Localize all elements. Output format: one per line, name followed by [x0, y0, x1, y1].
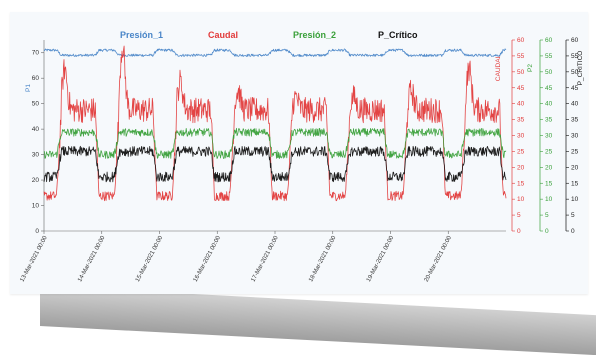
p1-axis: 0 10 20 30 40 50 60 70 P1 [25, 40, 45, 235]
right-axes: 051015202530354045505560CAUDAL0510152025… [495, 37, 584, 235]
right-tick-label: 25 [517, 148, 525, 155]
right-tick-label: 20 [545, 164, 553, 171]
right-tick-label: 40 [517, 101, 525, 108]
p1-tick-label: 70 [32, 50, 40, 57]
right-axis-title: CAUDAL [495, 54, 502, 81]
legend-item: P_Crítico [378, 30, 418, 40]
right-tick-label: 55 [571, 53, 579, 60]
right-tick-label: 0 [545, 228, 549, 235]
chart-legend: Presión_1 Caudal Presión_2 P_Crítico [120, 30, 418, 40]
x-tick-label: 20-Mar-2021 00:00 [424, 235, 454, 283]
right-tick-label: 50 [545, 69, 553, 76]
right-tick-label: 60 [571, 37, 579, 44]
x-tick-label: 16-Mar-2021 00:00 [193, 235, 223, 283]
right-tick-label: 10 [517, 196, 525, 203]
right-tick-label: 40 [545, 101, 553, 108]
right-tick-label: 35 [571, 117, 579, 124]
right-tick-label: 55 [545, 53, 553, 60]
right-tick-label: 60 [545, 37, 553, 44]
right-tick-label: 15 [545, 180, 553, 187]
right-tick-label: 30 [571, 133, 579, 140]
right-tick-label: 45 [517, 85, 525, 92]
right-tick-label: 0 [517, 228, 521, 235]
right-tick-label: 5 [545, 212, 549, 219]
right-axis-title: P2 [527, 64, 534, 72]
p1-tick-label: 50 [32, 101, 40, 108]
right-tick-label: 30 [517, 133, 525, 140]
x-tick-label: 15-Mar-2021 00:00 [135, 235, 165, 283]
x-tick-label: 19-Mar-2021 00:00 [366, 235, 396, 283]
right-tick-label: 15 [517, 180, 525, 187]
right-tick-label: 45 [545, 85, 553, 92]
right-tick-label: 60 [517, 37, 525, 44]
right-tick-label: 0 [571, 228, 575, 235]
legend-item: Presión_2 [293, 30, 336, 40]
right-axis-title: P_CRITICO [577, 51, 584, 86]
x-axis: 13-Mar-2021 00:00 14-Mar-2021 00:00 15-Mar… [20, 230, 506, 283]
p1-tick-label: 60 [32, 75, 40, 82]
x-tick-label: 17-Mar-2021 00:00 [251, 235, 281, 283]
series-line [43, 45, 507, 202]
x-tick-label: 18-Mar-2021 00:00 [308, 235, 338, 283]
right-tick-label: 10 [545, 196, 553, 203]
right-tick-label: 20 [517, 164, 525, 171]
series-line [43, 127, 507, 159]
right-tick-label: 5 [517, 212, 521, 219]
right-tick-label: 10 [571, 196, 579, 203]
right-tick-label: 5 [571, 212, 575, 219]
p1-tick-label: 30 [32, 152, 40, 159]
right-tick-label: 15 [571, 180, 579, 187]
p1-tick-label: 40 [32, 126, 40, 133]
multi-axis-line-chart: Presión_1 Caudal Presión_2 P_Crítico 0 10 20 3… [20, 30, 584, 283]
series-line [43, 145, 507, 183]
p1-tick-label: 20 [32, 177, 40, 184]
right-tick-label: 25 [571, 148, 579, 155]
series-line [43, 48, 507, 57]
legend-item: Caudal [208, 30, 238, 40]
x-tick-label: 13-Mar-2021 00:00 [20, 235, 50, 283]
right-tick-label: 35 [517, 117, 525, 124]
right-tick-label: 55 [517, 53, 525, 60]
legend-item: Presión_1 [120, 30, 163, 40]
x-tick-label: 14-Mar-2021 00:00 [77, 235, 107, 283]
p1-tick-label: 10 [32, 203, 40, 210]
right-tick-label: 20 [571, 164, 579, 171]
right-tick-label: 25 [545, 148, 553, 155]
p1-tick-label: 0 [35, 228, 39, 235]
right-tick-label: 45 [571, 85, 579, 92]
right-tick-label: 30 [545, 133, 553, 140]
plot-area [43, 45, 507, 202]
right-tick-label: 50 [571, 69, 579, 76]
right-tick-label: 50 [517, 69, 525, 76]
right-tick-label: 40 [571, 101, 579, 108]
right-tick-label: 35 [545, 117, 553, 124]
p1-axis-title: P1 [25, 84, 32, 92]
